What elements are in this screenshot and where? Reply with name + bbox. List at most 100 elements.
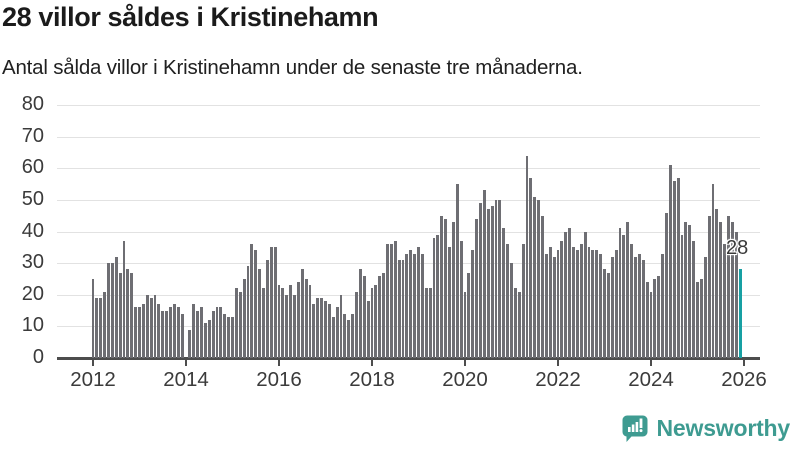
bar: [192, 304, 196, 358]
bar: [176, 307, 180, 358]
bar: [231, 316, 234, 358]
bar: [622, 234, 626, 358]
x-axis-tick: [743, 360, 745, 366]
newsworthy-logo-icon: [621, 414, 649, 443]
bar: [657, 275, 661, 358]
bar: [211, 310, 215, 358]
x-axis-label: 2014: [163, 368, 209, 391]
bar: [703, 256, 707, 358]
x-axis-tick: [92, 360, 94, 366]
bar: [583, 231, 587, 358]
bar: [444, 218, 448, 358]
bar: [134, 307, 138, 358]
bar: [591, 250, 595, 358]
bar: [475, 218, 479, 358]
gridline: [57, 168, 760, 170]
bar: [118, 272, 122, 358]
bar: [451, 222, 455, 358]
bar: [122, 240, 126, 358]
bar: [405, 253, 409, 358]
bar: [393, 240, 397, 358]
bar: [114, 256, 118, 358]
bar: [552, 256, 556, 358]
x-axis-label: 2016: [256, 368, 302, 391]
bar: [362, 275, 366, 358]
bar: [238, 291, 242, 358]
chart-title: 28 villor såldes i Kristinehamn: [2, 2, 379, 32]
bar: [219, 307, 223, 358]
bar: [277, 285, 281, 358]
bar: [141, 304, 145, 358]
bar: [409, 250, 413, 358]
y-axis-label: 60: [21, 156, 44, 179]
newsworthy-wordmark: Newsworthy: [656, 415, 791, 441]
gridline: [57, 326, 760, 328]
x-axis-label: 2024: [628, 368, 674, 391]
bar: [727, 215, 730, 358]
bar: [389, 244, 393, 358]
bar: [606, 272, 610, 358]
bar: [320, 297, 324, 358]
bar: [265, 259, 269, 358]
bar: [180, 313, 184, 358]
bar: [378, 275, 382, 358]
bar: [107, 263, 110, 358]
bar: [138, 307, 141, 358]
bar: [331, 316, 335, 358]
bar: [463, 291, 467, 358]
bar: [641, 259, 645, 358]
bar: [723, 244, 727, 358]
bar: [541, 215, 544, 358]
y-axis-label: 80: [21, 93, 44, 115]
bar: [692, 240, 696, 358]
bar: [548, 247, 552, 358]
x-axis-label: 2026: [721, 368, 767, 391]
bar: [308, 285, 312, 358]
bar: [165, 310, 169, 358]
x-axis-label: 2022: [535, 368, 581, 391]
bar: [343, 313, 347, 358]
bar: [482, 190, 486, 358]
bar: [626, 222, 630, 358]
y-axis-label: 10: [21, 314, 44, 337]
x-axis-label: 2020: [442, 368, 488, 391]
bar: [672, 180, 676, 358]
bar: [595, 250, 599, 358]
bar: [649, 291, 653, 358]
bar: [397, 259, 401, 358]
bar: [645, 282, 649, 358]
newsworthy-branding: Newsworthy: [621, 414, 790, 443]
bar: [734, 231, 738, 358]
bar: [285, 294, 289, 358]
bar: [91, 278, 95, 358]
x-axis-tick: [371, 360, 373, 366]
bar: [680, 234, 684, 358]
bar: [203, 323, 207, 358]
bar: [587, 247, 591, 358]
bar: [688, 225, 692, 358]
bar: [126, 269, 130, 358]
bar: [246, 266, 250, 358]
bar: [227, 316, 231, 358]
bar: [568, 228, 572, 358]
y-axis-label: 20: [21, 282, 44, 305]
bar: [556, 250, 560, 358]
bar: [544, 253, 548, 358]
bar: [506, 244, 510, 358]
bar: [699, 278, 703, 358]
bar: [440, 215, 444, 358]
bar: [459, 240, 463, 358]
bar: [95, 297, 99, 358]
bar: [234, 288, 238, 358]
bar: [242, 278, 246, 358]
y-axis-label: 40: [21, 219, 44, 242]
bar: [289, 285, 293, 358]
bar: [684, 222, 688, 358]
bar: [188, 329, 192, 358]
bar: [324, 301, 327, 358]
bar: [374, 285, 378, 358]
bar: [533, 196, 537, 358]
y-axis-label: 50: [21, 187, 44, 210]
bar: [258, 269, 262, 358]
